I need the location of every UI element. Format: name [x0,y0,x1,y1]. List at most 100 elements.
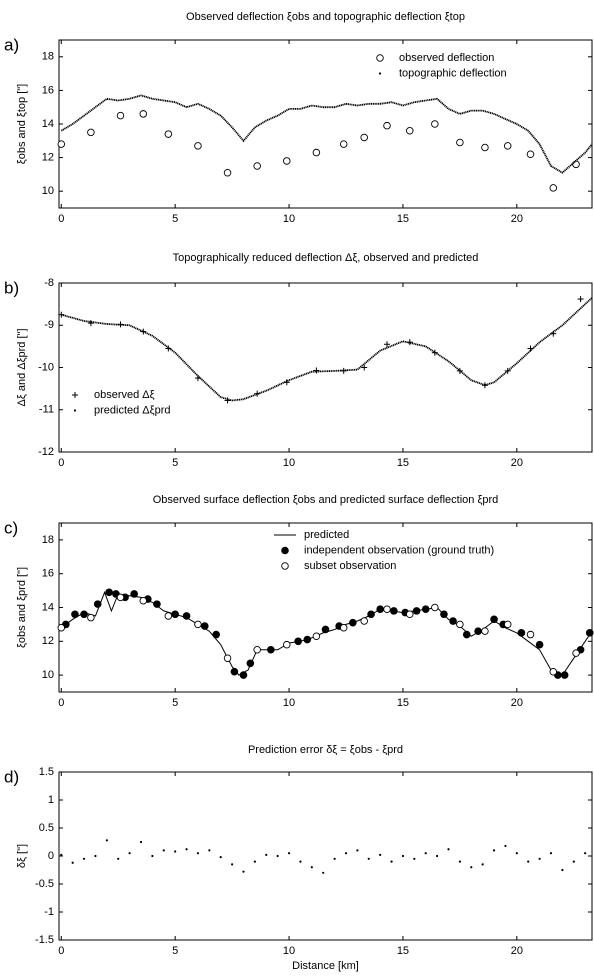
y-tick-label: -1.5 [35,934,54,946]
marker-dot [73,409,77,412]
marker-open [526,630,535,639]
marker-open [456,138,464,147]
plot-frame [58,282,593,453]
x-tick-label: 15 [397,945,409,957]
marker-dot [219,856,222,859]
x-tick-label: 10 [283,697,295,709]
marker-open [360,617,368,625]
y-axis-label: ξobs and ξtop ["] [16,84,28,164]
panel-title: Prediction error δξ = ξobs - ξprd [248,744,403,756]
marker-dot [242,870,245,873]
marker-dot [527,860,530,863]
marker-dot [105,839,108,842]
marker-open [360,133,368,142]
x-tick-label: 10 [283,945,295,957]
marker-open [431,603,439,612]
marker-dot [458,860,461,863]
marker-open [283,157,291,165]
panel-label: b) [4,278,19,297]
marker-dot [367,857,370,860]
marker-plus [406,339,413,346]
marker-dot [162,849,165,852]
series-line [61,590,592,676]
x-tick-label: 0 [58,697,64,709]
marker-dot [185,848,188,851]
x-axis-label: Distance [km] [292,960,359,972]
panel-title: Topographically reduced deflection Δξ, o… [173,252,479,264]
marker-dot [299,860,302,863]
marker-dot [276,854,279,858]
marker-open [281,562,289,570]
legend-label: subset observation [304,560,396,572]
marker-dot [413,857,416,860]
marker-open [383,605,391,613]
marker-filled [390,607,398,615]
marker-filled [171,610,179,619]
plot-frame [58,771,593,941]
marker-open [194,142,202,150]
marker-dot [561,868,564,872]
marker-plus [313,367,320,374]
x-tick-label: 15 [397,213,409,225]
marker-dot [481,863,484,866]
x-tick-label: 10 [283,457,295,469]
marker-dot [310,866,313,869]
marker-filled [200,622,209,630]
marker-open [481,627,489,635]
y-tick-label: -8 [44,277,54,289]
marker-dot [287,852,291,855]
x-tick-label: 15 [397,457,409,469]
marker-filled [80,610,88,619]
marker-open [116,593,125,602]
y-tick-label: 1.5 [39,766,54,778]
marker-dot [60,853,63,856]
marker-filled [440,610,448,619]
marker-open [572,649,580,657]
marker-dot [378,72,382,75]
marker-filled [376,605,384,613]
marker-dot [265,853,268,856]
series-line [60,94,592,174]
legend-label: observed deflection [399,52,494,64]
marker-dot [538,857,541,860]
marker-plus [87,320,94,327]
marker-filled [321,625,330,634]
marker-open [549,667,558,676]
y-tick-label: 14 [42,118,54,130]
x-tick-label: 15 [397,697,409,709]
marker-filled [246,659,255,668]
marker-filled [474,627,482,635]
marker-dot [333,857,336,860]
series-line [61,297,592,402]
marker-dot [139,840,143,844]
marker-filled [349,618,357,627]
plot-frame [58,39,593,209]
y-tick-label: -0.5 [35,878,54,890]
marker-dot [174,850,177,853]
marker-open [526,150,535,158]
panel-label: c) [4,518,18,537]
marker-dot [196,852,200,855]
y-tick-label: -1 [44,906,54,918]
marker-open [383,121,391,130]
x-tick-label: 20 [511,697,523,709]
marker-filled [267,645,275,654]
marker-dot [424,852,427,855]
marker-filled [535,640,544,649]
panel-label: d) [4,767,19,786]
marker-filled [585,629,594,637]
marker-open [253,646,261,654]
marker-filled [230,667,239,676]
marker-dot [447,848,450,851]
marker-dot [470,866,473,869]
marker-filled [212,630,220,639]
y-tick-label: -12 [38,446,54,458]
x-tick-label: 0 [58,457,64,469]
y-tick-label: 0 [48,850,54,862]
marker-dot [379,853,382,856]
y-tick-label: 18 [42,51,54,63]
marker-filled [303,635,312,644]
x-tick-label: 5 [172,697,178,709]
marker-dot [492,849,496,852]
x-tick-label: 5 [172,213,178,225]
